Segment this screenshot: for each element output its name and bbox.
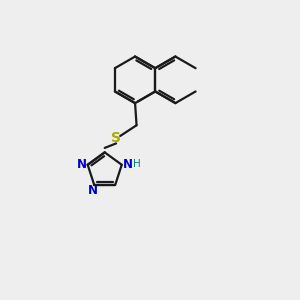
Text: S: S: [111, 131, 121, 145]
Text: N: N: [123, 158, 133, 171]
Text: H: H: [134, 159, 141, 169]
Text: N: N: [77, 158, 87, 171]
Text: N: N: [88, 184, 98, 197]
